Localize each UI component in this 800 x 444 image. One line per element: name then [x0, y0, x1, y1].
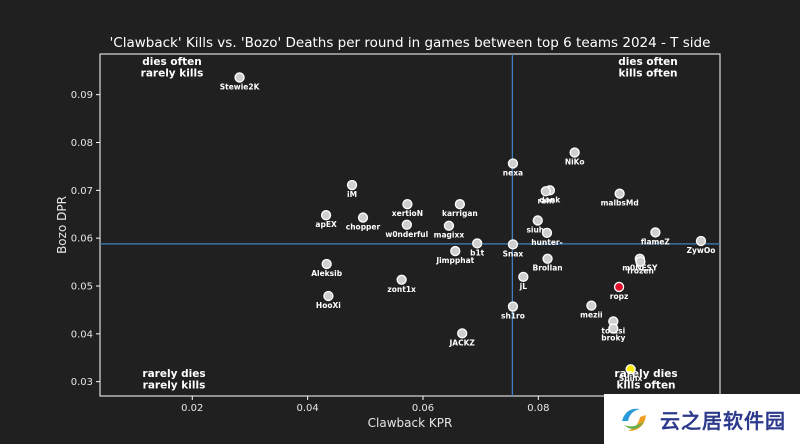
quadrant-label-bottom-right: rarely dies [614, 368, 677, 380]
point-label: m0NESY [622, 264, 658, 273]
point-label: Brollan [532, 264, 562, 273]
point-label: karrigan [442, 209, 478, 218]
chart-title: 'Clawback' Kills vs. 'Bozo' Deaths per r… [110, 35, 711, 51]
point-label: w0nderful [385, 230, 428, 239]
point-label: xertioN [392, 209, 423, 218]
data-point [541, 227, 553, 239]
point-label: jL [519, 282, 528, 291]
quadrant-label-bottom-left: rarely kills [143, 380, 206, 392]
point-label: frozen [627, 267, 654, 276]
data-point [234, 72, 245, 83]
point-label: malbsMd [601, 199, 639, 208]
point-label: b1t [470, 248, 485, 257]
point-label: mezii [580, 311, 602, 320]
data-point [396, 274, 407, 285]
data-point [613, 281, 625, 293]
watermark-logo: 云之居软件园 [604, 394, 800, 444]
y-tick-label: 0.07 [71, 186, 93, 197]
x-tick-label: 0.04 [296, 403, 318, 414]
point-label: flameZ [641, 237, 671, 246]
point-label: Snax [503, 249, 524, 258]
data-point [507, 301, 519, 312]
data-point [625, 364, 636, 375]
point-label: HooXi [316, 301, 341, 310]
x-axis-ticks: 0.020.040.060.080.10 [181, 396, 665, 414]
x-axis-title: Clawback KPR [368, 416, 453, 430]
point-label: Stewie2K [220, 82, 261, 91]
data-point [457, 328, 468, 339]
point-label: iM [347, 190, 357, 199]
data-point [532, 215, 543, 226]
data-point [542, 253, 553, 264]
data-point [569, 147, 580, 158]
point-label: Jimpphat [435, 256, 474, 265]
y-axis-ticks: 0.03 0.04 0.05 0.06 0.07 0.08 0.09 [71, 90, 100, 388]
y-tick-label: 0.03 [71, 377, 93, 388]
quadrant-label-top-left: dies often [142, 56, 202, 68]
point-label: ropz [610, 292, 629, 301]
point-label: NiKo [565, 158, 585, 167]
data-point [401, 219, 412, 230]
y-tick-label: 0.06 [71, 234, 93, 245]
point-label: sh1ro [501, 312, 525, 321]
point-label: donk [539, 195, 561, 204]
x-tick-label: 0.06 [412, 403, 434, 414]
watermark-swirl-icon [618, 403, 650, 435]
y-tick-label: 0.05 [71, 281, 93, 292]
point-label: hunter- [531, 238, 563, 247]
data-point [507, 158, 519, 169]
quadrant-label-top-left: rarely kills [141, 68, 204, 80]
y-tick-label: 0.09 [71, 90, 93, 101]
data-point [346, 179, 358, 191]
data-point [608, 323, 619, 334]
point-label: chopper [346, 223, 381, 232]
data-point [650, 227, 661, 238]
data-point [454, 199, 466, 210]
data-point [402, 199, 413, 210]
y-axis-title: Bozo DPR [55, 196, 69, 254]
point-label: JACKZ [449, 338, 476, 347]
quadrant-label-bottom-left: rarely dies [142, 368, 205, 380]
data-point [518, 271, 529, 283]
quadrant-label-top-right: kills often [618, 68, 677, 80]
point-label: apEX [315, 220, 337, 229]
data-point [507, 239, 519, 250]
point-label: ZywOo [687, 246, 716, 255]
data-point [321, 258, 332, 270]
data-point [323, 290, 334, 302]
x-tick-label: 0.08 [527, 403, 549, 414]
plot-area [99, 53, 721, 397]
point-label: magixx [434, 231, 465, 240]
data-point [357, 212, 369, 223]
point-label: zont1x [387, 285, 416, 294]
x-tick-label: 0.02 [181, 403, 203, 414]
quadrant-label-bottom-right: kills often [616, 380, 675, 392]
data-point [472, 238, 483, 249]
data-point [450, 245, 461, 257]
point-label: Spinx [619, 374, 643, 383]
data-point [614, 188, 625, 199]
data-point [635, 256, 646, 267]
quadrant-label-top-right: dies often [618, 56, 678, 68]
point-label: Aleksib [311, 269, 342, 278]
data-point [586, 300, 597, 311]
data-point [695, 235, 707, 247]
data-point [443, 220, 455, 231]
point-label: siuhy [526, 225, 549, 234]
point-label: rain [537, 196, 554, 205]
watermark-text: 云之居软件园 [660, 408, 786, 433]
y-tick-label: 0.04 [71, 329, 93, 340]
data-point [540, 186, 551, 197]
data-point [320, 210, 332, 221]
y-tick-label: 0.08 [71, 138, 93, 149]
mean-lines [100, 54, 720, 396]
point-label: nexa [503, 169, 523, 178]
point-label: broky [601, 334, 625, 343]
